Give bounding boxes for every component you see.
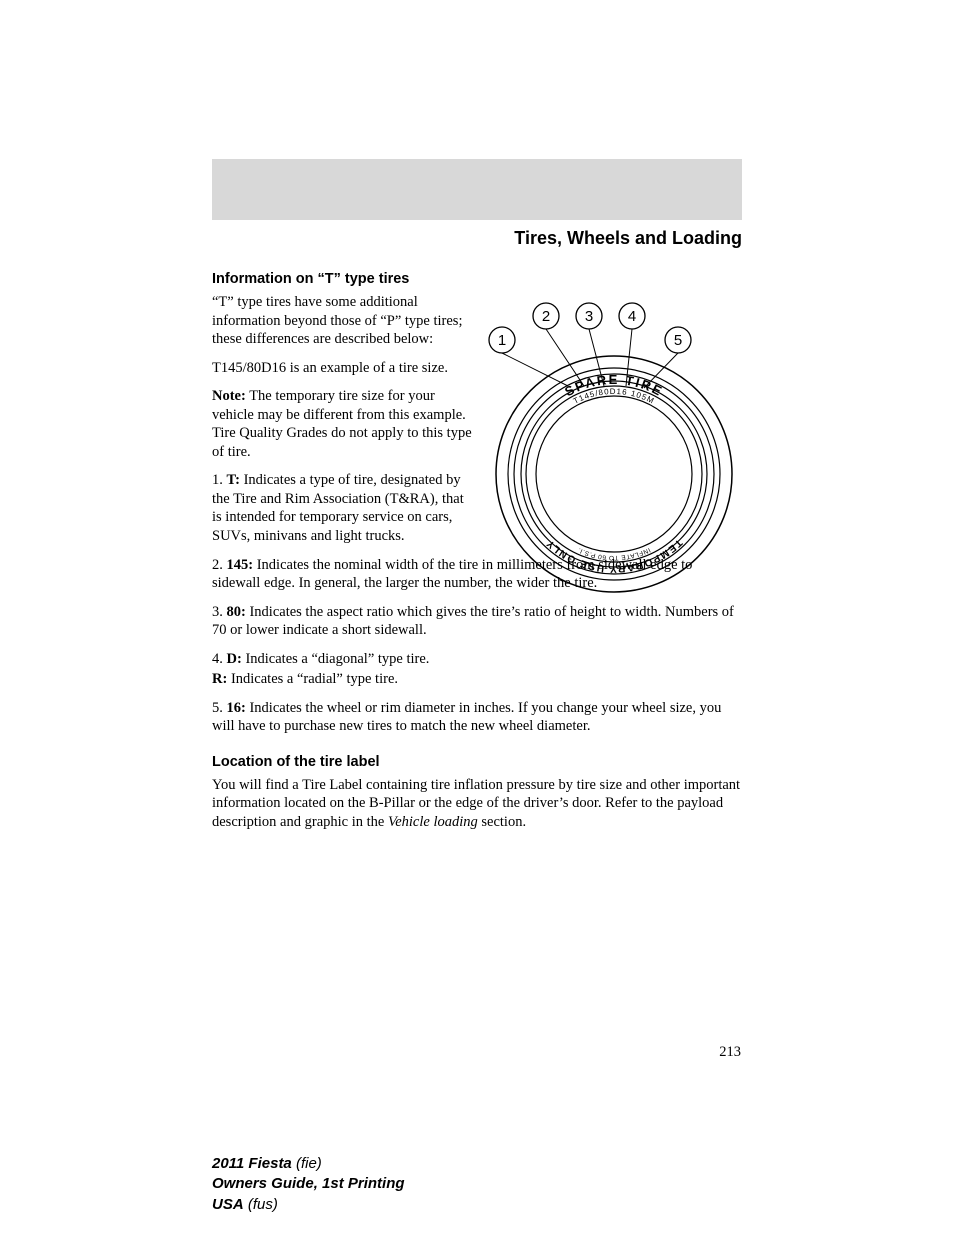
svg-text:1: 1 <box>498 332 506 349</box>
footer-line-2: Owners Guide, 1st Printing <box>212 1174 405 1194</box>
item-label: R: <box>212 671 227 687</box>
list-item-4: 4. D: Indicates a “diagonal” type tire. <box>212 650 742 669</box>
item-label: 80: <box>227 604 246 620</box>
svg-text:3: 3 <box>585 308 593 325</box>
list-item-1: 1. T: Indicates a type of tire, designat… <box>212 471 472 545</box>
note-text: The temporary tire size for your vehicle… <box>212 388 472 460</box>
item-text: Indicates a “radial” type tire. <box>227 671 398 687</box>
item-number: 4. <box>212 651 227 667</box>
footer-code: (fie) <box>292 1155 322 1172</box>
list-item-5: 5. 16: Indicates the wheel or rim diamet… <box>212 699 742 736</box>
item-number: 3. <box>212 604 227 620</box>
footer-model: 2011 Fiesta <box>212 1155 292 1172</box>
section-heading-t-tires: Information on “T” type tires <box>212 271 742 287</box>
svg-text:5: 5 <box>674 332 682 349</box>
chapter-title: Tires, Wheels and Loading <box>212 228 742 249</box>
list-item-4b: R: Indicates a “radial” type tire. <box>212 670 742 689</box>
item-number: 1. <box>212 472 227 488</box>
item-label: 145: <box>227 557 254 573</box>
header-gray-band <box>212 159 742 220</box>
item-text: Indicates the wheel or rim diameter in i… <box>212 700 721 735</box>
text-run: section. <box>478 814 526 830</box>
item-text: Indicates a “diagonal” type tire. <box>242 651 430 667</box>
item-label: T: <box>227 472 240 488</box>
tire-diagram: SPARE TIRE T145/80D16 105M TEMPORARY USE… <box>484 294 744 614</box>
note-paragraph: Note: The temporary tire size for your v… <box>212 387 472 461</box>
paragraph: “T” type tires have some additional info… <box>212 293 472 349</box>
footer-line-1: 2011 Fiesta (fie) <box>212 1154 405 1174</box>
text-italic: Vehicle loading <box>388 814 478 830</box>
note-label: Note: <box>212 388 246 404</box>
tire-svg: SPARE TIRE T145/80D16 105M TEMPORARY USE… <box>484 294 744 614</box>
svg-text:INFLATE TO 60 P.S.I.: INFLATE TO 60 P.S.I. <box>577 546 652 561</box>
item-number: 5. <box>212 700 227 716</box>
item-label: D: <box>227 651 242 667</box>
section-heading-tire-label: Location of the tire label <box>212 754 742 770</box>
footer-line-3: USA (fus) <box>212 1195 405 1215</box>
footer: 2011 Fiesta (fie) Owners Guide, 1st Prin… <box>212 1154 405 1215</box>
paragraph: T145/80D16 is an example of a tire size. <box>212 359 472 378</box>
item-number: 2. <box>212 557 227 573</box>
item-text: Indicates a type of tire, designated by … <box>212 472 464 544</box>
svg-text:2: 2 <box>542 308 550 325</box>
footer-region: USA <box>212 1196 244 1213</box>
item-label: 16: <box>227 700 246 716</box>
page-number: 213 <box>719 1044 741 1061</box>
footer-code: (fus) <box>244 1196 278 1213</box>
svg-text:4: 4 <box>628 308 636 325</box>
paragraph: You will find a Tire Label containing ti… <box>212 776 742 832</box>
